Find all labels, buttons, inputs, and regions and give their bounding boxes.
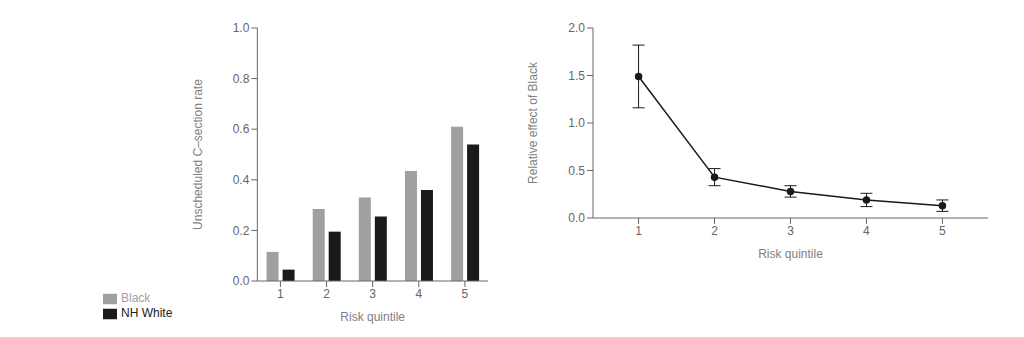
svg-text:1.0: 1.0 [233, 21, 250, 35]
svg-text:3: 3 [369, 287, 376, 301]
svg-text:3: 3 [787, 224, 794, 238]
html-text:NH White: NH White [121, 306, 173, 321]
svg-text:4: 4 [415, 287, 422, 301]
svg-text:4: 4 [863, 224, 870, 238]
svg-text:Risk quintile: Risk quintile [340, 310, 405, 324]
svg-text:2: 2 [323, 287, 330, 301]
svg-text:1: 1 [635, 224, 642, 238]
svg-text:0.4: 0.4 [233, 173, 250, 187]
svg-text:0.8: 0.8 [233, 72, 250, 86]
svg-text:Unscheduled C–section rate: Unscheduled C–section rate [191, 79, 205, 230]
svg-text:1.5: 1.5 [568, 69, 585, 83]
svg-text:2.0: 2.0 [568, 21, 585, 35]
svg-text:5: 5 [462, 287, 469, 301]
svg-text:0.2: 0.2 [233, 224, 250, 238]
html-text:Black: Black [121, 291, 151, 306]
svg-text:2: 2 [711, 224, 718, 238]
svg-text:0.6: 0.6 [233, 122, 250, 136]
svg-text:1: 1 [277, 287, 284, 301]
svg-text:Relative effect of Black: Relative effect of Black [526, 61, 540, 184]
svg-text:5: 5 [939, 224, 946, 238]
svg-text:0.0: 0.0 [233, 274, 250, 288]
svg-text:Risk quintile: Risk quintile [758, 247, 823, 261]
svg-text:1.0: 1.0 [568, 116, 585, 130]
svg-text:0.0: 0.0 [568, 211, 585, 225]
svg-text:0.5: 0.5 [568, 164, 585, 178]
